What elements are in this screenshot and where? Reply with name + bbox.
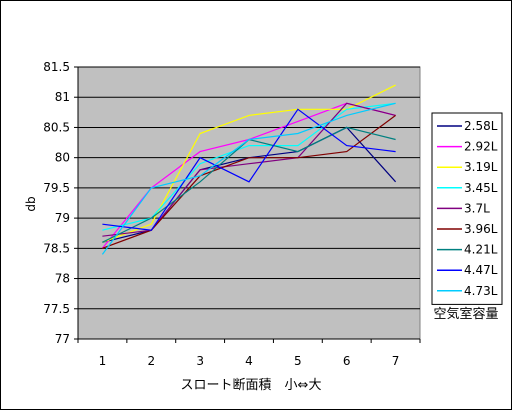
x-tick-label: 1 [99,354,107,368]
legend-label: 4.47L [464,263,498,277]
legend-label: 3.45L [464,181,498,195]
y-tick-label: 78.5 [43,241,70,255]
x-axis-label: スロート断面積 小⇔大 [181,378,322,393]
legend-label: 2.92L [464,140,498,154]
legend-label: 2.58L [464,119,498,133]
legend: 2.58L 2.92L 3.19L 3.45L 3.7L 3.96L 4.21L 4.47L 4… [431,112,503,305]
y-tick-label: 81.5 [43,60,70,74]
series-lines [101,84,397,255]
legend-label: 4.21L [464,243,498,257]
x-tick-label: 4 [245,354,253,368]
x-tick-label: 7 [392,354,400,368]
x-tick-label: 6 [343,354,351,368]
y-tick-label: 77.5 [43,302,70,316]
legend-label: 3.96L [464,222,498,236]
x-tick-label: 2 [147,354,155,368]
y-tick-label: 79 [55,211,70,225]
y-axis-label: db [24,196,38,211]
series-line-4.47L [102,108,396,231]
series-line-4.73L [101,102,396,255]
y-tick-label: 78 [55,272,70,286]
y-tick-label: 81 [55,90,70,104]
y-tick-label: 77 [55,332,70,346]
y-tick-label: 79.5 [43,181,70,195]
legend-title: 空気室容量 [433,306,498,322]
y-tick-label: 80.5 [43,120,70,134]
y-tick-label: 80 [55,151,70,165]
legend-label: 3.7L [464,201,490,215]
plot-area [77,66,421,340]
x-tick-label: 5 [294,354,302,368]
axes: 77 77.5 78 78.5 79 79.5 80 80.5 81 81.5 1 2 3 4 5 6 7 [43,60,421,368]
x-tick-label: 3 [196,354,204,368]
legend-label: 3.19L [464,160,498,174]
legend-label: 4.73L [464,284,498,298]
